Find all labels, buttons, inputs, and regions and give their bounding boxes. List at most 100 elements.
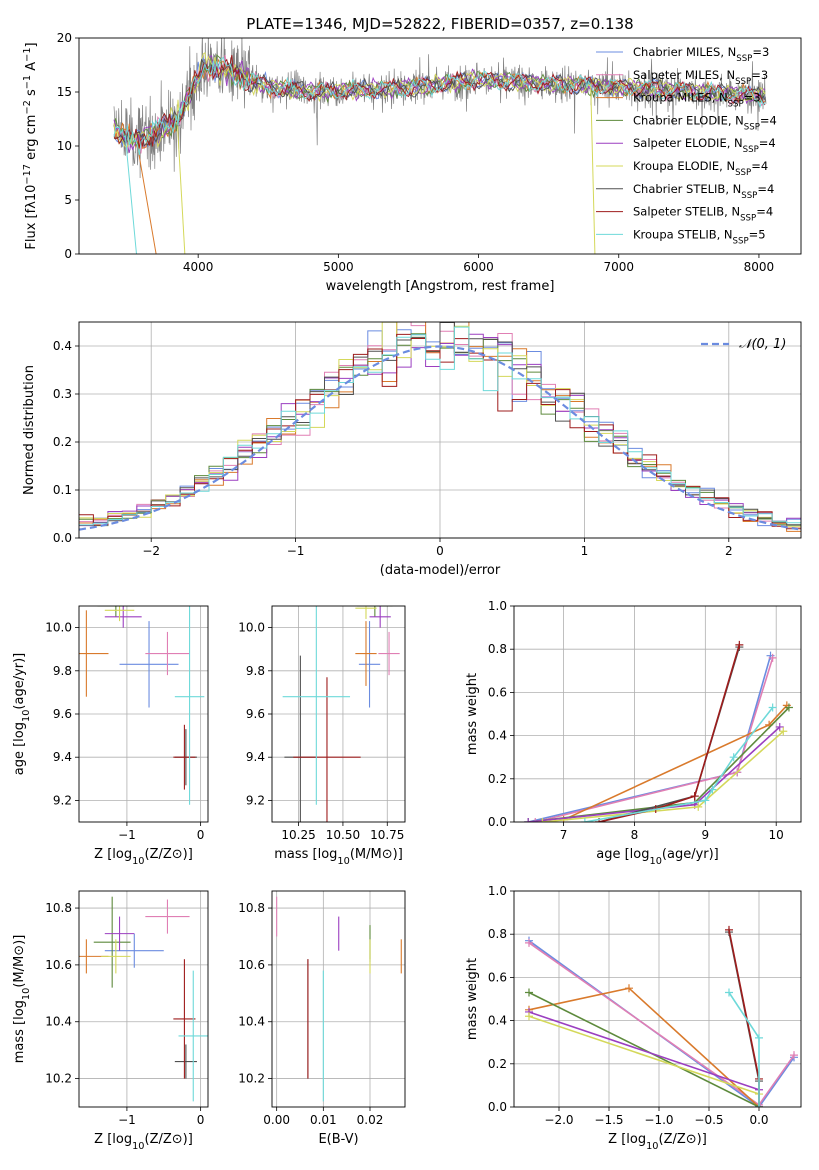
- y-tick-label: 0.6: [488, 685, 507, 699]
- x-tick-label: −1: [118, 828, 136, 842]
- legend-label: 𝒩(0, 1): [739, 337, 786, 352]
- y-tick-label: 0.2: [488, 772, 507, 786]
- y-tick-label: 10.4: [238, 1015, 265, 1029]
- x-tick-label: 10: [769, 828, 784, 842]
- y-tick-label: 10.4: [45, 1015, 72, 1029]
- model-line: [113, 58, 766, 148]
- histogram-step: [79, 326, 801, 526]
- legend-label: Kroupa MILES, NSSP=3: [633, 91, 761, 110]
- errorbar-point: [174, 606, 205, 805]
- errorbar-point: [101, 939, 131, 974]
- x-axis-label: mass [log10(M/M⊙)]: [274, 847, 403, 867]
- x-tick-label: 7: [560, 828, 568, 842]
- weight-marker: [768, 653, 777, 662]
- weight-marker: [701, 796, 710, 805]
- errorbar-point: [104, 606, 142, 628]
- weight-marker: [725, 925, 733, 934]
- y-tick-label: 10: [57, 139, 72, 153]
- errorbar-plot-area: [79, 896, 208, 1102]
- model-drop-line: [590, 85, 596, 254]
- y-tick-label: 10.8: [238, 901, 265, 915]
- y-tick-label: 5: [64, 193, 72, 207]
- age-vs-metallicity-panel: −1 0 9.2 9.4 9.6 9.8 10.0 Z [log10(Z/Z⊙)] age [l…: [12, 605, 209, 867]
- axes-frame: [513, 890, 802, 1108]
- weight-vs-metallicity-panel: −2.0 −1.5 −1.0 −0.5 0.0 0.0 0.2 0.4 0.6 0.8 1.0 Z […: [465, 884, 802, 1152]
- histogram-plot-area: [79, 322, 801, 532]
- errorbar-point: [104, 606, 135, 622]
- legend-label: Salpeter MILES, NSSP=3: [633, 68, 768, 87]
- x-tick-label: −2.0: [544, 1113, 573, 1127]
- y-tick-label: 10.2: [45, 1072, 72, 1086]
- y-tick-label: 9.4: [53, 750, 72, 764]
- line-plot-area: [524, 640, 793, 822]
- errorbar-point: [358, 621, 381, 708]
- y-tick-label: 0.4: [53, 339, 72, 353]
- errorbar-point: [293, 677, 361, 822]
- x-tick-label: 1: [581, 544, 589, 558]
- weight-marker: [779, 727, 788, 736]
- x-axis-label: Z [log10(Z/Z⊙)]: [94, 1132, 193, 1152]
- mass-vs-metallicity-panel: −1 0 10.2 10.4 10.6 10.8 Z [log10(Z/Z⊙)] mass […: [12, 890, 209, 1152]
- residuals-panel: −2 −1 0 1 2 0.0 0.1 0.2 0.3 0.4 (data-model)/error…: [22, 321, 802, 578]
- errorbar-point: [104, 933, 164, 968]
- weight-marker: [735, 640, 744, 649]
- weight-marker: [729, 753, 738, 762]
- y-tick-label: 0.0: [488, 1100, 507, 1114]
- weight-marker: [768, 703, 777, 712]
- weight-marker: [690, 792, 699, 801]
- x-tick-label: 0.00: [263, 1113, 290, 1127]
- weight-marker: [625, 984, 633, 993]
- y-tick-label: 0.4: [488, 729, 507, 743]
- axes-frame: [271, 605, 406, 823]
- y-tick-label: 15: [57, 85, 72, 99]
- y-axis-label: Flux [fλ10−17 erg cm−2 s−1 A−1]: [22, 42, 40, 249]
- errorbar-point: [378, 631, 400, 676]
- y-tick-label: 0.8: [488, 927, 507, 941]
- errorbar-point: [355, 621, 377, 686]
- x-axis-label: E(B-V): [318, 1132, 358, 1147]
- weight-marker: [531, 818, 540, 822]
- y-axis-label: age [log10(age/yr)]: [12, 653, 32, 776]
- y-tick-label: 20: [57, 31, 72, 45]
- y-tick-label: 0.0: [488, 815, 507, 829]
- histogram-step: [79, 322, 801, 526]
- legend-label: Chabrier MILES, NSSP=3: [633, 45, 769, 64]
- y-tick-label: 9.4: [246, 750, 265, 764]
- errorbar-point: [119, 621, 179, 708]
- model-line: [113, 52, 766, 149]
- legend-label: Chabrier STELIB, NSSP=4: [633, 182, 774, 201]
- weight-marker: [755, 1103, 763, 1107]
- spectrum-plot-area: [113, 38, 767, 254]
- y-tick-label: 1.0: [488, 884, 507, 898]
- weight-line: [528, 706, 790, 822]
- y-tick-label: 1.0: [488, 599, 507, 613]
- x-tick-label: 0.02: [357, 1113, 384, 1127]
- weight-marker: [784, 703, 793, 712]
- y-tick-label: 0.4: [488, 1014, 507, 1028]
- legend-label: Kroupa ELODIE, NSSP=4: [633, 159, 768, 178]
- y-tick-label: 0.2: [488, 1057, 507, 1071]
- errorbar-point: [97, 606, 135, 617]
- errorbar-point: [79, 610, 109, 697]
- y-tick-label: 9.8: [53, 664, 72, 678]
- y-tick-label: 10.6: [238, 958, 265, 972]
- x-tick-label: 10.50: [326, 828, 360, 842]
- normal-reference-curve: [79, 345, 799, 531]
- model-drop-line: [135, 139, 157, 254]
- weight-line: [528, 1011, 760, 1091]
- x-tick-label: −1: [287, 544, 305, 558]
- legend-label: Salpeter ELODIE, NSSP=4: [633, 136, 776, 155]
- x-tick-label: 0.01: [310, 1113, 337, 1127]
- legend-label: Salpeter STELIB, NSSP=4: [633, 205, 773, 224]
- x-tick-label: 5000: [323, 260, 354, 274]
- axes-frame: [271, 890, 406, 1108]
- y-axis-label: mass weight: [465, 958, 480, 1040]
- weight-marker: [525, 988, 533, 997]
- y-tick-label: 0.2: [53, 435, 72, 449]
- weight-marker: [775, 722, 784, 731]
- axes-frame: [78, 605, 209, 823]
- y-axis-label: mass weight: [465, 673, 480, 755]
- x-tick-label: −1: [118, 1113, 136, 1127]
- weight-marker: [538, 818, 547, 822]
